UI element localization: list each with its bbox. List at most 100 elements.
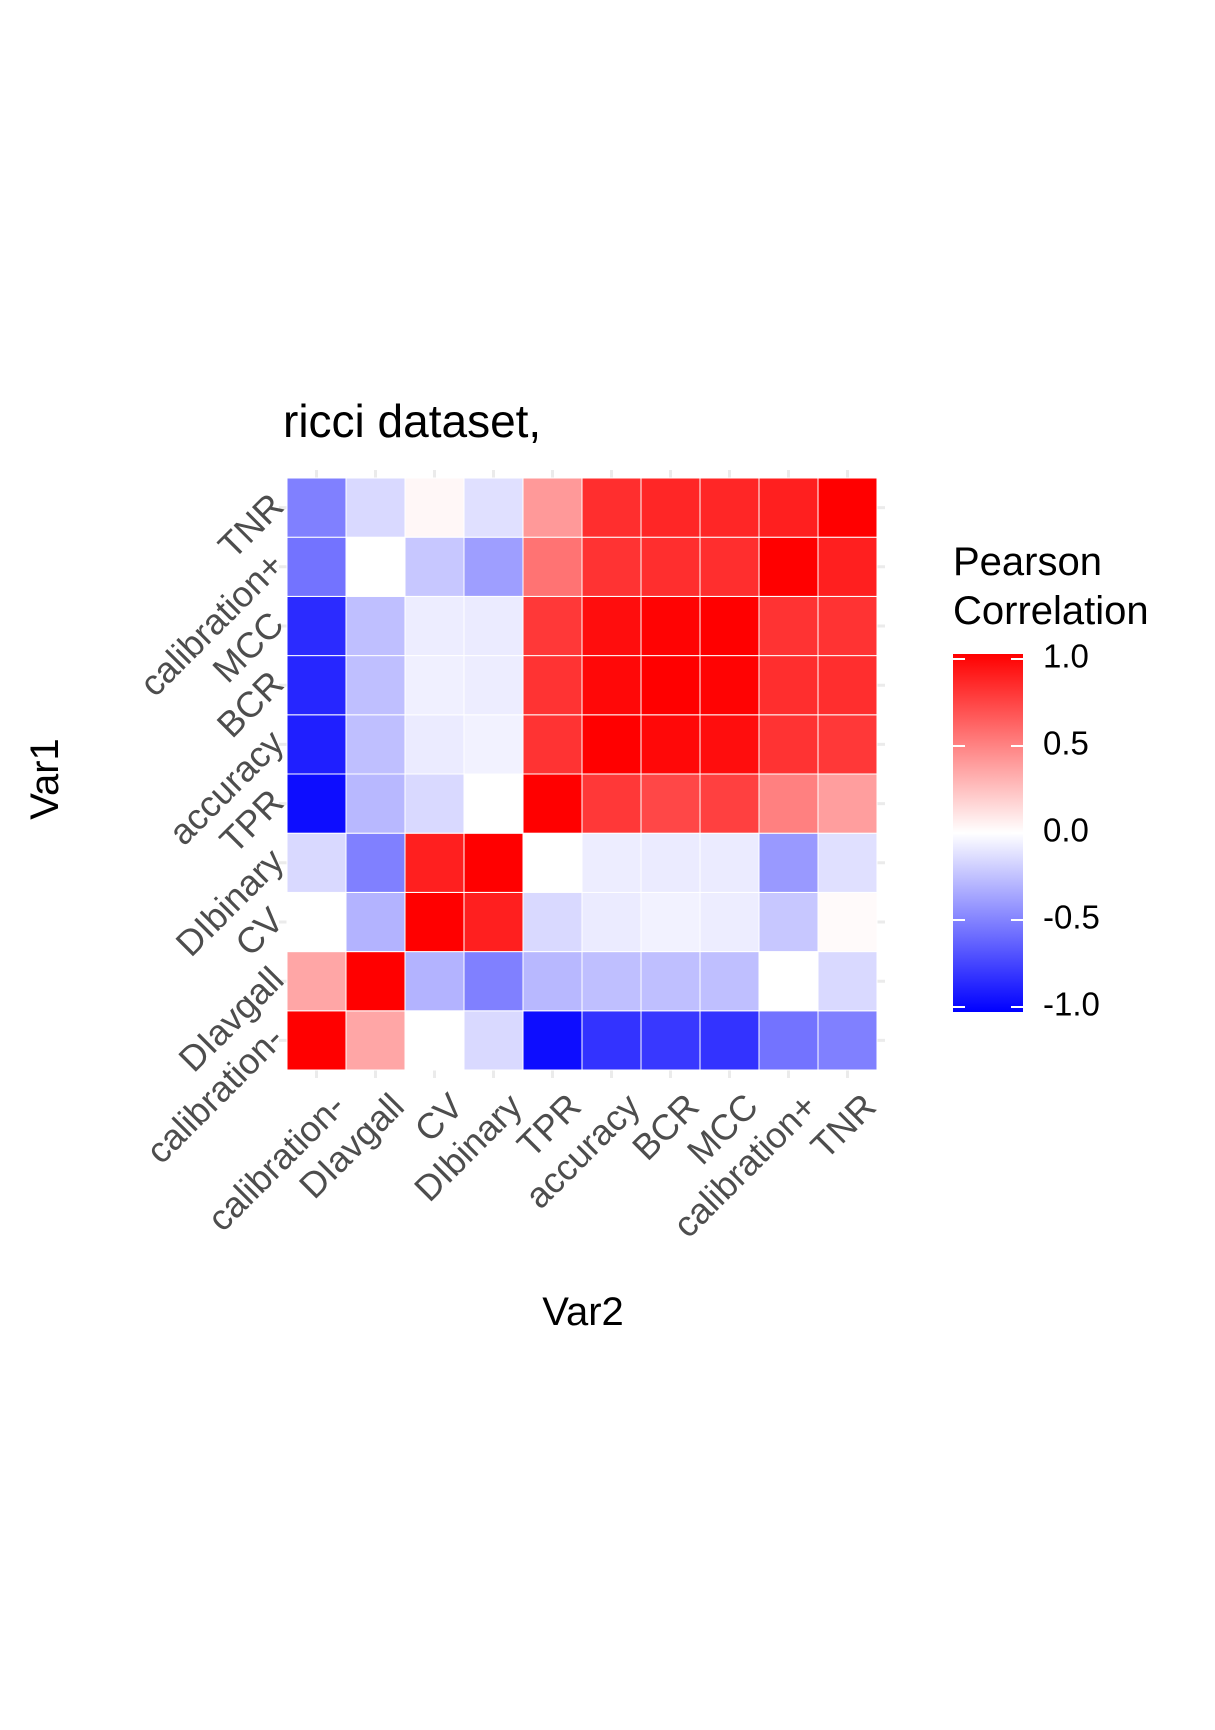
heatmap-cell bbox=[699, 655, 760, 716]
heatmap-cell bbox=[522, 595, 583, 657]
heatmap-cell bbox=[404, 951, 465, 1012]
heatmap-cell bbox=[758, 773, 819, 834]
heatmap-cell bbox=[758, 1010, 819, 1071]
heatmap-cell bbox=[640, 1010, 701, 1071]
heatmap-cell bbox=[581, 536, 642, 597]
heatmap-cell bbox=[404, 655, 465, 716]
heatmap-cell bbox=[640, 536, 701, 597]
heatmap-cell bbox=[758, 891, 819, 953]
heatmap-cell bbox=[286, 536, 347, 597]
heatmap-cell bbox=[522, 477, 583, 538]
heatmap-cell bbox=[699, 477, 760, 538]
heatmap-cell bbox=[581, 477, 642, 538]
heatmap-cell bbox=[463, 773, 524, 834]
heatmap-cell bbox=[817, 891, 878, 953]
heatmap-cell bbox=[699, 832, 760, 893]
heatmap-cell bbox=[817, 477, 878, 538]
heatmap-cell bbox=[345, 891, 406, 953]
heatmap-cell bbox=[404, 773, 465, 834]
heatmap-cells bbox=[286, 477, 878, 1071]
heatmap-cell bbox=[522, 536, 583, 597]
heatmap-cell bbox=[699, 536, 760, 597]
heatmap-cell bbox=[758, 595, 819, 657]
legend-title-line-1: Pearson bbox=[953, 540, 1102, 584]
heatmap-cell bbox=[286, 773, 347, 834]
heatmap-cell bbox=[286, 951, 347, 1012]
heatmap-cell bbox=[817, 951, 878, 1012]
heatmap-cell bbox=[758, 477, 819, 538]
heatmap-cell bbox=[758, 951, 819, 1012]
heatmap-cell bbox=[522, 1010, 583, 1071]
heatmap-cell bbox=[817, 595, 878, 657]
heatmap-cell bbox=[581, 951, 642, 1012]
heatmap-cell bbox=[404, 536, 465, 597]
heatmap-cell bbox=[640, 891, 701, 953]
heatmap-cell bbox=[640, 477, 701, 538]
heatmap-cell bbox=[404, 714, 465, 775]
heatmap-cell bbox=[286, 891, 347, 953]
heatmap-cell bbox=[345, 714, 406, 775]
heatmap-cell bbox=[522, 655, 583, 716]
heatmap-cell bbox=[699, 951, 760, 1012]
heatmap-cell bbox=[345, 832, 406, 893]
heatmap-cell bbox=[522, 951, 583, 1012]
heatmap-cell bbox=[463, 1010, 524, 1071]
legend-title-line-2: Correlation bbox=[953, 589, 1149, 633]
legend-tick-label: -0.5 bbox=[1043, 899, 1100, 936]
heatmap-cell bbox=[640, 951, 701, 1012]
heatmap-cell bbox=[286, 1010, 347, 1071]
x-tick-label: TNR bbox=[803, 1085, 884, 1166]
heatmap-cell bbox=[581, 714, 642, 775]
heatmap-cell bbox=[404, 832, 465, 893]
legend-tick-label: 1.0 bbox=[1043, 638, 1089, 675]
heatmap-cell bbox=[345, 595, 406, 657]
heatmap-cell bbox=[699, 891, 760, 953]
heatmap-cell bbox=[463, 714, 524, 775]
x-axis-title: Var2 bbox=[542, 1290, 624, 1334]
y-axis-ticks: calibration-DIavgallCVDIbinaryTPRaccurac… bbox=[131, 485, 291, 1171]
heatmap-cell bbox=[522, 891, 583, 953]
heatmap-cell bbox=[699, 1010, 760, 1071]
legend-tick-label: 0.0 bbox=[1043, 812, 1089, 849]
heatmap-cell bbox=[581, 773, 642, 834]
heatmap-cell bbox=[345, 536, 406, 597]
heatmap-cell bbox=[817, 536, 878, 597]
heatmap-cell bbox=[345, 655, 406, 716]
heatmap-cell bbox=[286, 595, 347, 657]
heatmap-cell bbox=[463, 595, 524, 657]
y-tick-label: TNR bbox=[210, 485, 291, 566]
heatmap-cell bbox=[463, 655, 524, 716]
heatmap-cell bbox=[817, 773, 878, 834]
legend-ticks: 1.0 0.5 0.0 -0.5 -1.0 bbox=[953, 638, 1100, 1023]
heatmap-cell bbox=[581, 655, 642, 716]
heatmap-cell bbox=[581, 832, 642, 893]
heatmap-cell bbox=[758, 832, 819, 893]
heatmap-cell bbox=[463, 891, 524, 953]
heatmap-cell bbox=[581, 595, 642, 657]
heatmap-cell bbox=[581, 891, 642, 953]
heatmap-cell bbox=[817, 714, 878, 775]
heatmap-cell bbox=[522, 773, 583, 834]
heatmap-cell bbox=[522, 832, 583, 893]
heatmap-cell bbox=[463, 477, 524, 538]
heatmap-cell bbox=[286, 477, 347, 538]
heatmap-cell bbox=[286, 832, 347, 893]
heatmap-cell bbox=[581, 1010, 642, 1071]
heatmap-cell bbox=[404, 477, 465, 538]
heatmap-cell bbox=[640, 655, 701, 716]
heatmap-cell bbox=[345, 951, 406, 1012]
heatmap-cell bbox=[404, 595, 465, 657]
heatmap-cell bbox=[640, 714, 701, 775]
heatmap-cell bbox=[640, 832, 701, 893]
legend-tick-label: 0.5 bbox=[1043, 725, 1089, 762]
heatmap-cell bbox=[699, 773, 760, 834]
heatmap-cell bbox=[286, 714, 347, 775]
heatmap-cell bbox=[817, 832, 878, 893]
heatmap-cell bbox=[758, 714, 819, 775]
y-axis-title: Var1 bbox=[23, 738, 67, 820]
heatmap-cell bbox=[345, 1010, 406, 1071]
heatmap-cell bbox=[345, 773, 406, 834]
heatmap-cell bbox=[463, 832, 524, 893]
